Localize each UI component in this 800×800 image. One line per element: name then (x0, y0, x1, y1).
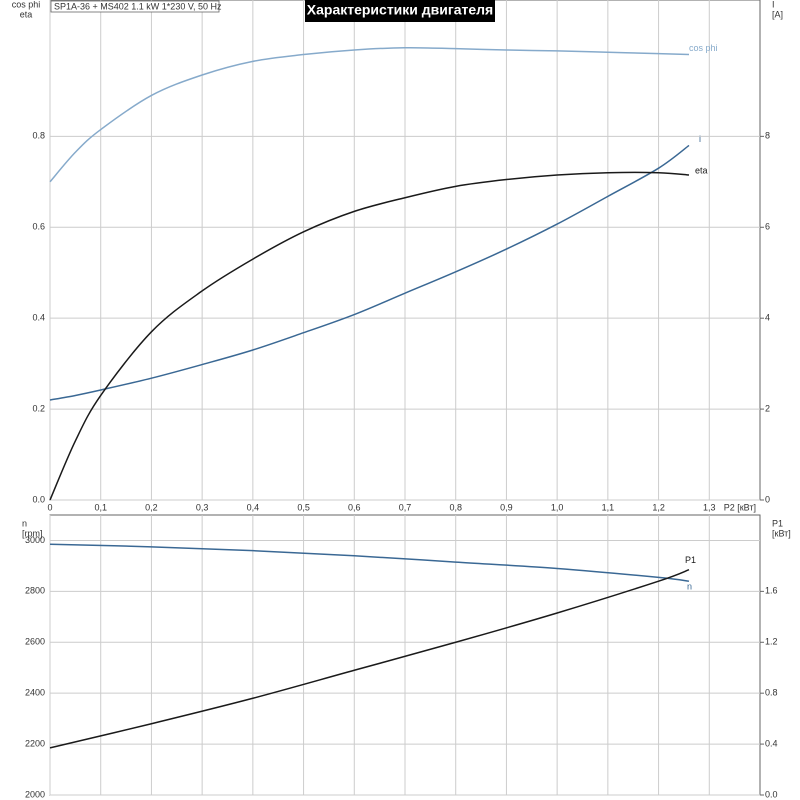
y2-tick-label: 0.4 (765, 738, 778, 748)
x-tick-label: 1,3 (703, 502, 716, 512)
chart-title: Характеристики двигателя (307, 2, 493, 18)
y-tick-label: 2600 (25, 637, 45, 647)
x-tick-label: 0,7 (399, 502, 412, 512)
x-tick-label: 0,8 (449, 502, 462, 512)
series-label: cos phi (689, 43, 718, 53)
y2-tick-label: 2 (765, 403, 770, 413)
y-tick-label: 2800 (25, 586, 45, 596)
series-line (49, 46, 690, 183)
y-axis-label: n (22, 518, 27, 528)
x-axis-label: P2 [кВт] (724, 502, 756, 512)
y2-axis-label: P1 (772, 518, 783, 528)
y2-tick-label: 0.0 (765, 789, 778, 799)
y2-tick-label: 1.2 (765, 637, 778, 647)
x-tick-label: 1,1 (602, 502, 615, 512)
series-label: P1 (685, 555, 696, 565)
y-axis-label: eta (20, 9, 33, 19)
y-tick-label: 3000 (25, 535, 45, 545)
y2-tick-label: 8 (765, 131, 770, 141)
y-tick-label: 2200 (25, 738, 45, 748)
y2-tick-label: 1.6 (765, 586, 778, 596)
y2-tick-label: 6 (765, 222, 770, 232)
y-tick-label: 0.0 (32, 494, 45, 504)
title-box (305, 0, 495, 22)
x-tick-label: 1,2 (652, 502, 665, 512)
y-tick-label: 2000 (25, 789, 45, 799)
y-tick-label: 0.6 (32, 222, 45, 232)
series-label: eta (695, 165, 708, 175)
grid: 0 0,1 0,2 0,3 0,4 0,5 0,6 0,7 0,8 0,9 1,0 1,1 1,2 1,3… (12, 0, 791, 799)
y2-tick-label: 0 (765, 494, 770, 504)
y2-tick-label: 4 (765, 313, 770, 323)
x-tick-label: 0,1 (94, 502, 107, 512)
y-tick-label: 0.4 (32, 313, 45, 323)
series-line (49, 144, 690, 401)
chart-subtitle: SP1A-36 + MS402 1.1 kW 1*230 V, 50 Hz (54, 1, 222, 11)
series-line (49, 171, 690, 501)
y-tick-label: 0.2 (32, 403, 45, 413)
x-tick-label: 0,4 (247, 502, 260, 512)
subtitle-box (50, 0, 220, 13)
series-line (49, 543, 690, 582)
x-tick-label: 0,9 (500, 502, 513, 512)
x-tick-label: 0 (47, 502, 52, 512)
y-axis-label: [rpm] (22, 528, 43, 538)
y-tick-label: 0.8 (32, 131, 45, 141)
y2-tick-label: 0.8 (765, 688, 778, 698)
x-tick-label: 1,0 (551, 502, 564, 512)
plot: cos phi i eta n P1 (49, 43, 718, 749)
x-tick-label: 0,3 (196, 502, 209, 512)
y2-axis-label: [кВт] (772, 528, 791, 538)
y-tick-label: 2400 (25, 688, 45, 698)
x-tick-label: 0,5 (297, 502, 310, 512)
y2-axis-label: [A] (772, 9, 783, 19)
series-label: n (687, 582, 692, 592)
x-tick-label: 0,6 (348, 502, 361, 512)
series-line (49, 569, 690, 749)
series-label: i (699, 134, 701, 144)
y-axis-label: cos phi (12, 0, 41, 9)
x-tick-label: 0,2 (145, 502, 158, 512)
y2-axis-label: I (772, 0, 775, 9)
